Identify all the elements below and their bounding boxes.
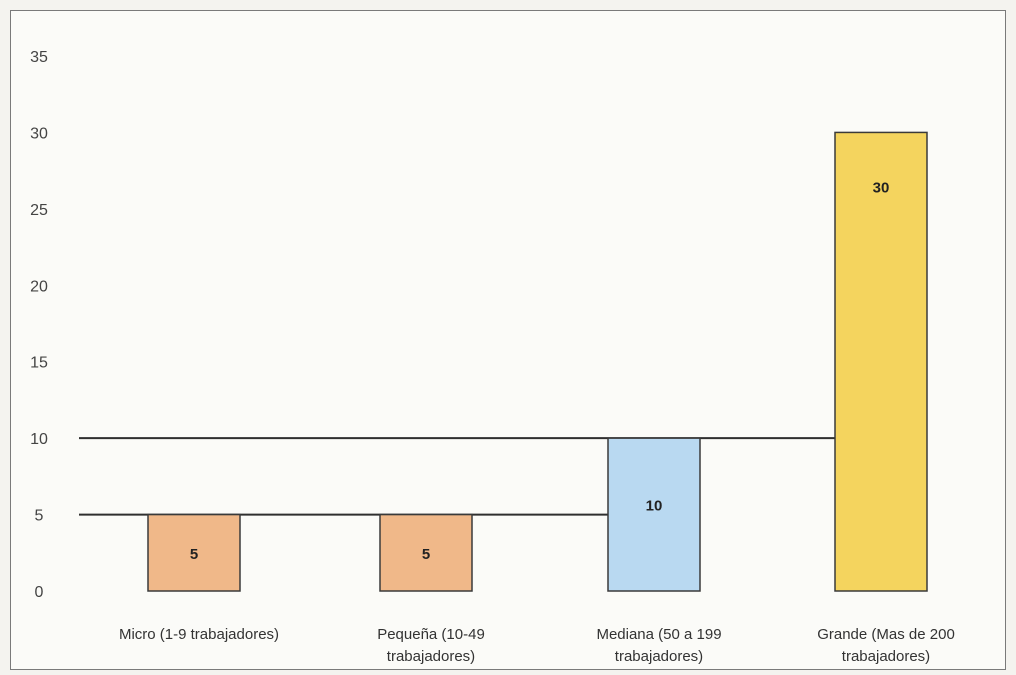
category-label: trabajadores)	[387, 648, 475, 665]
category-label: Mediana (50 a 199	[596, 626, 721, 643]
category-label: Grande (Mas de 200	[817, 626, 955, 643]
y-tick-label: 20	[30, 278, 48, 295]
category-label: Micro (1-9 trabajadores)	[119, 626, 279, 643]
data-label: 10	[646, 498, 663, 515]
y-tick-label: 25	[30, 202, 48, 219]
category-label: trabajadores)	[615, 648, 703, 665]
bar	[607, 437, 701, 592]
bar-chart: 0 5 10 15 20 25 30 35 5 Micro (1-9 trabajadores) 5…	[30, 49, 955, 665]
category-label: Pequeña (10-49	[377, 626, 485, 643]
y-tick-label: 15	[30, 355, 48, 372]
data-label: 30	[873, 179, 890, 196]
bar	[834, 131, 928, 592]
y-tick-label: 30	[30, 125, 48, 142]
category-label: trabajadores)	[842, 648, 930, 665]
y-tick-label: 10	[30, 431, 48, 448]
chart-frame: 0 5 10 15 20 25 30 35 5 Micro (1-9 trabajadores) 5…	[10, 10, 1006, 670]
data-label: 5	[422, 546, 430, 563]
y-tick-label: 35	[30, 49, 48, 66]
y-tick-label: 0	[35, 584, 44, 601]
bar	[147, 513, 241, 592]
bar	[379, 513, 473, 592]
data-label: 5	[190, 546, 198, 563]
y-tick-label: 5	[35, 508, 44, 525]
